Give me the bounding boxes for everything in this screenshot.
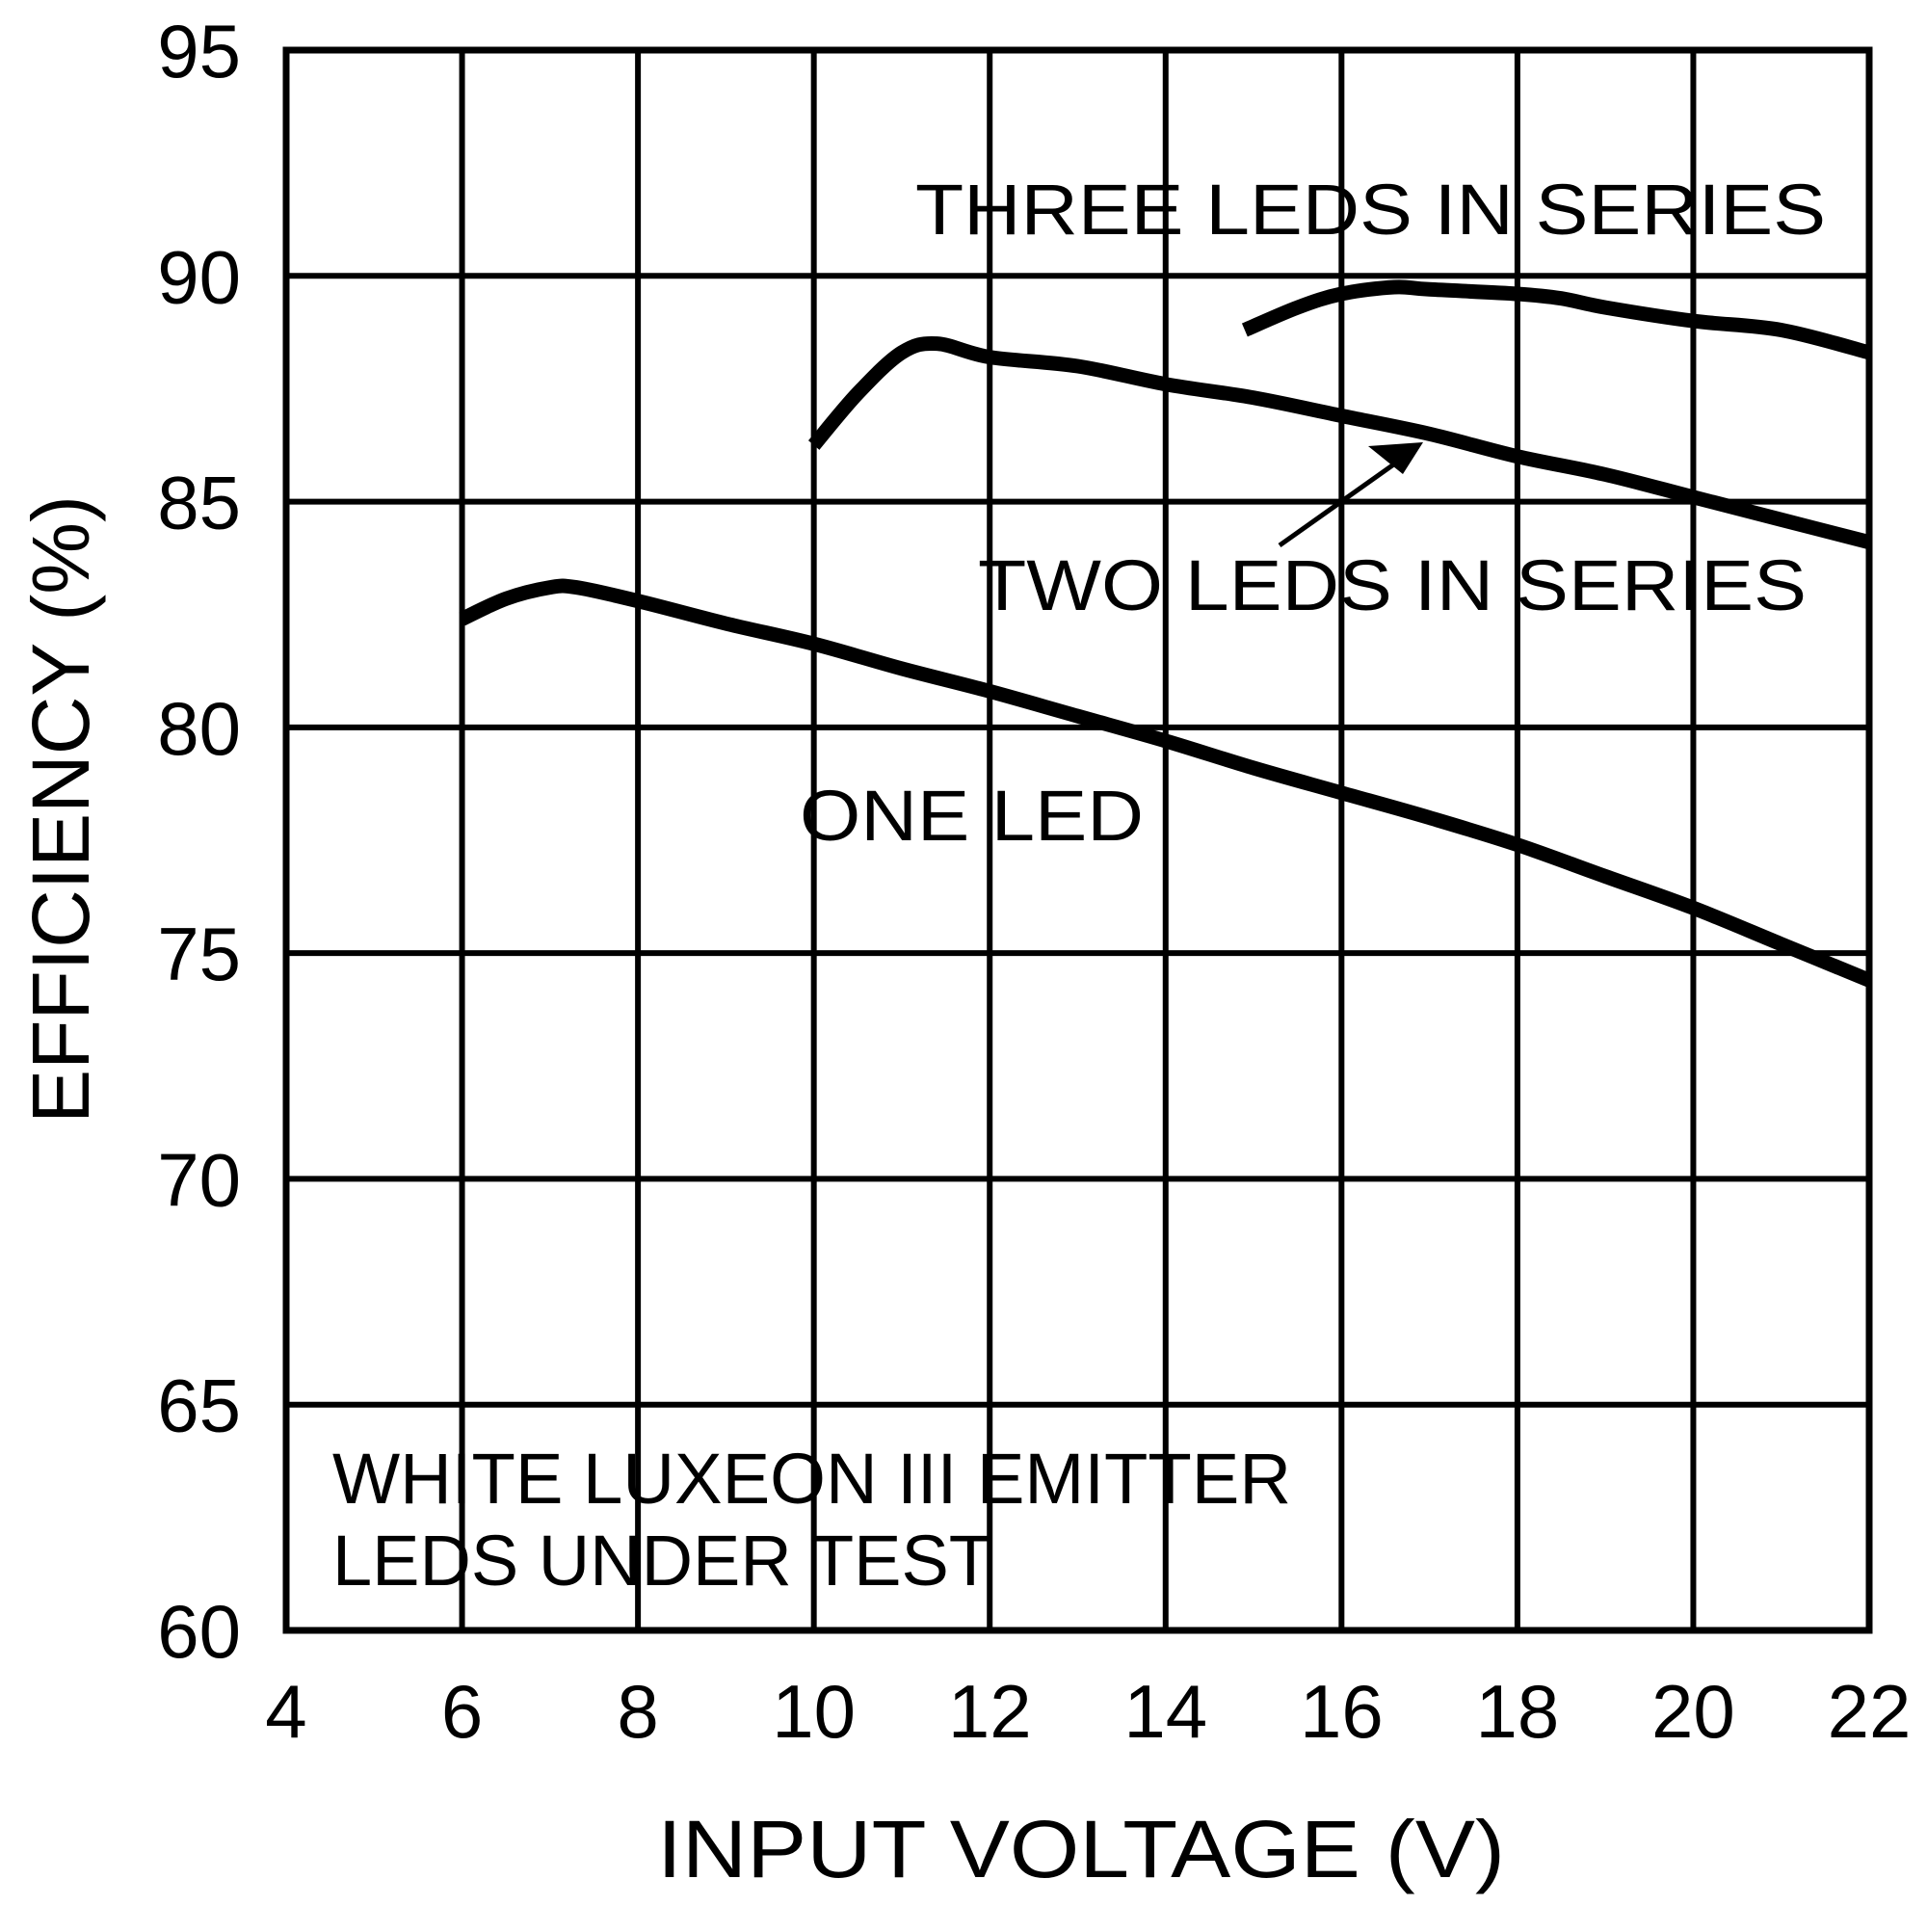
y-tick-label: 90 (157, 234, 241, 319)
y-tick-label: 85 (157, 461, 241, 545)
two-leds-pointer-arrow (1278, 442, 1423, 548)
label-three-leds: THREE LEDS IN SERIES (915, 170, 1826, 250)
label-two-leds: TWO LEDS IN SERIES (978, 545, 1807, 625)
arrowhead-icon (1368, 442, 1423, 474)
x-tick-label: 14 (1123, 1669, 1207, 1754)
y-axis-ticks: 95 90 85 80 75 70 65 60 (157, 9, 241, 1674)
x-axis-title: INPUT VOLTAGE (V) (657, 1804, 1505, 1894)
y-tick-label: 60 (157, 1589, 241, 1674)
x-tick-label: 18 (1476, 1669, 1560, 1754)
x-tick-label: 10 (772, 1669, 856, 1754)
y-tick-label: 75 (157, 912, 241, 996)
plot-frame (282, 46, 1873, 1634)
y-tick-label: 80 (157, 686, 241, 771)
series-line-three-leds-in-series (1241, 279, 1871, 360)
label-one-led: ONE LED (800, 776, 1144, 856)
x-axis-ticks: 4 6 8 10 12 14 16 18 20 22 (265, 1669, 1911, 1754)
x-tick-label: 6 (441, 1669, 483, 1754)
x-tick-label: 20 (1651, 1669, 1735, 1754)
y-tick-label: 70 (157, 1137, 241, 1222)
y-axis-title: EFFICIENCY (%) (15, 495, 106, 1124)
x-tick-label: 22 (1828, 1669, 1912, 1754)
note-line-2: LEDS UNDER TEST (332, 1521, 992, 1601)
x-tick-label: 8 (617, 1669, 658, 1754)
grid-lines (286, 50, 1869, 1630)
x-tick-label: 12 (948, 1669, 1032, 1754)
y-tick-label: 65 (157, 1363, 241, 1448)
series-line-two-leds-in-series (807, 335, 1871, 549)
data-series (459, 279, 1872, 988)
note-line-1: WHITE LUXEON III EMITTER (332, 1439, 1291, 1519)
y-tick-label: 95 (157, 9, 241, 93)
x-tick-label: 16 (1300, 1669, 1384, 1754)
series-line-one-led (459, 578, 1872, 988)
x-tick-label: 4 (265, 1669, 306, 1754)
